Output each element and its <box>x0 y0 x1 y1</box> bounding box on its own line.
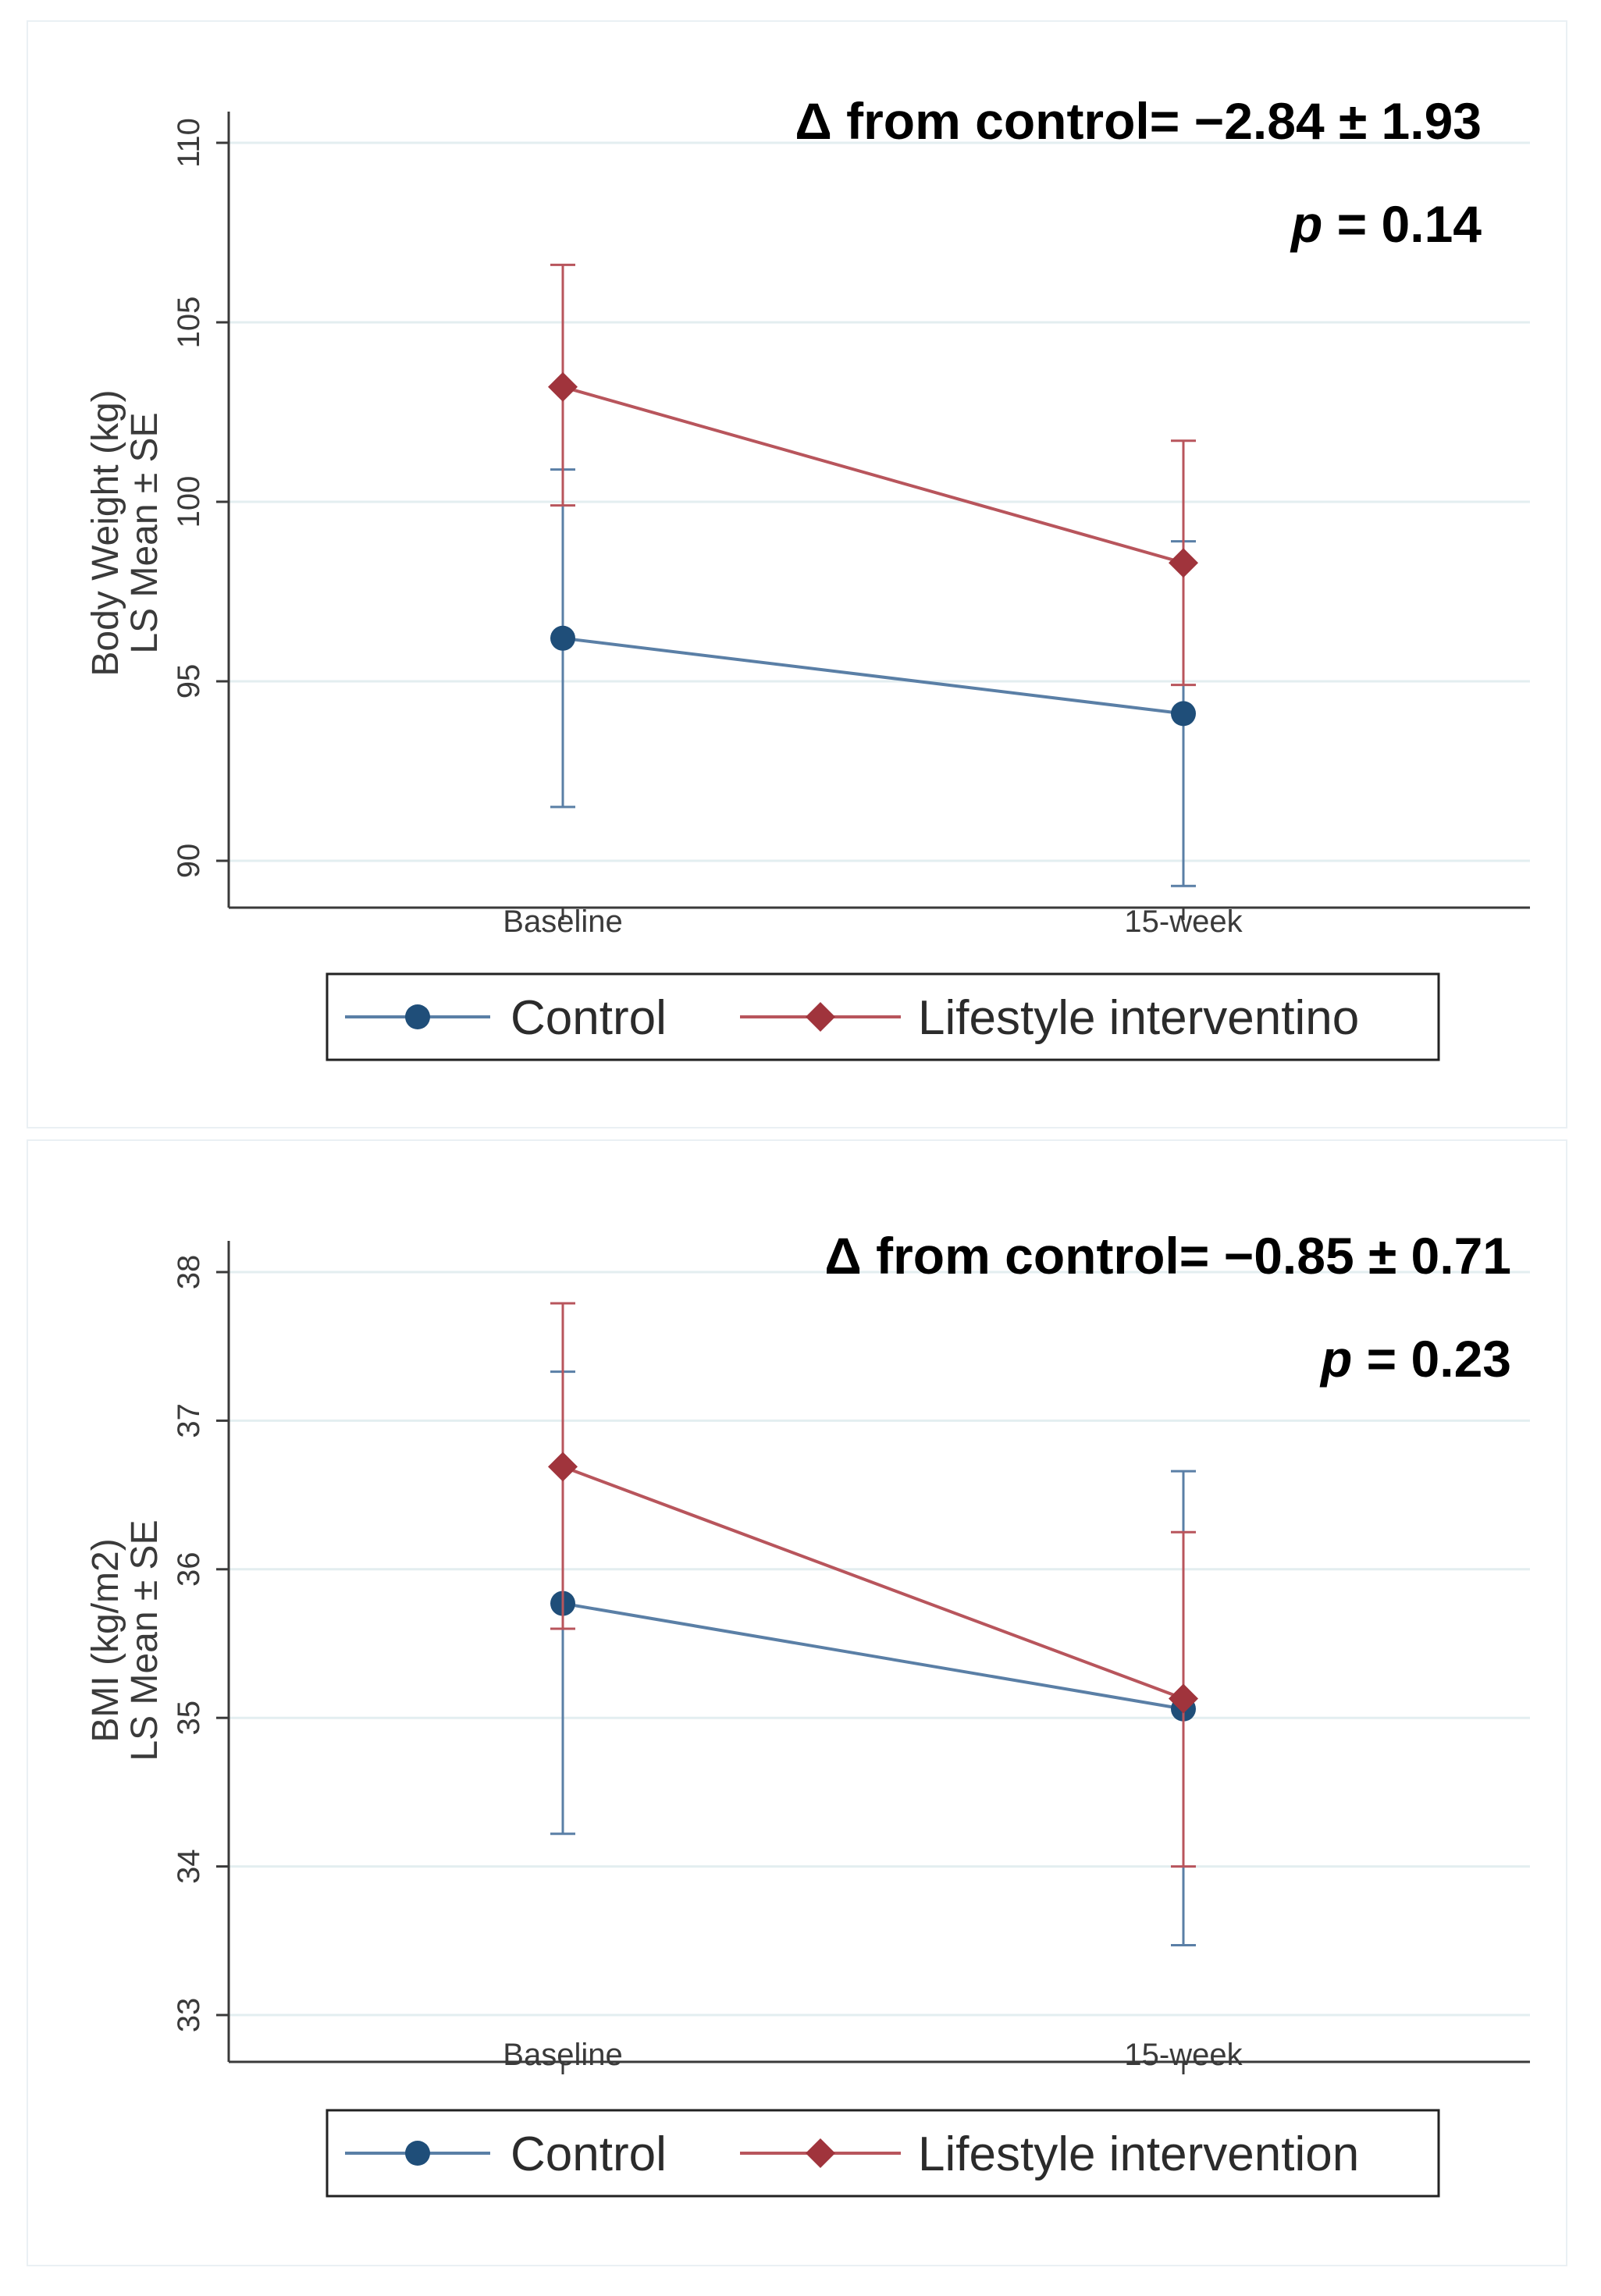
y-tick-label: 37 <box>172 1403 206 1438</box>
lifestyle-series-line <box>562 1465 1184 1701</box>
x-tick-label: Baseline <box>503 905 622 939</box>
control-point <box>550 625 575 651</box>
y-tick-label: 33 <box>172 1998 206 2033</box>
x-tick-label: Baseline <box>503 2038 622 2072</box>
y-tick-label: 100 <box>172 476 206 528</box>
legend-lifestyle-label: Lifestyle intervention <box>918 2127 1359 2181</box>
y-tick-label: 38 <box>172 1255 206 1290</box>
lifestyle-point <box>548 371 578 402</box>
y-axis-title-line1: BMI (kg/m2) <box>85 1538 126 1742</box>
lifestyle-series-line <box>562 385 1184 565</box>
p-value-annotation: p = 0.23 <box>1319 1330 1511 1388</box>
y-tick-label: 36 <box>172 1552 206 1587</box>
y-tick-label: 95 <box>172 664 206 699</box>
body-weight-chart-panel: 90 95 100 105 110 Baseline 15-week Body Weight … <box>27 20 1567 1128</box>
y-tick-label: 90 <box>172 844 206 879</box>
control-point <box>1171 701 1196 727</box>
y-axis-title-line1: Body Weight (kg) <box>85 389 126 676</box>
legend-control-label: Control <box>511 991 667 1045</box>
legend-lifestyle-label: Lifestyle interventino <box>918 991 1359 1045</box>
bmi-chart-panel: 33 34 35 36 37 38 Baseline 15-week BMI (kg/m2) LS… <box>27 1139 1567 2266</box>
delta-annotation: Δ from control= −0.85 ± 0.71 <box>824 1227 1511 1285</box>
control-series-line <box>562 1601 1184 1711</box>
legend-control-label: Control <box>511 2127 667 2181</box>
control-series-line <box>562 636 1184 716</box>
lifestyle-point <box>1169 1683 1198 1714</box>
y-tick-label: 35 <box>172 1701 206 1736</box>
delta-annotation: Δ from control= −2.84 ± 1.93 <box>795 92 1482 150</box>
p-value-annotation: p = 0.14 <box>1290 195 1482 253</box>
p-value: = 0.23 <box>1352 1330 1511 1388</box>
y-axis-title-line2: LS Mean ± SE <box>124 1519 165 1761</box>
legend-lifestyle-marker <box>806 2138 835 2168</box>
y-tick-label: 34 <box>172 1849 206 1884</box>
x-tick-label: 15-week <box>1124 905 1243 939</box>
p-symbol: p <box>1290 195 1322 253</box>
bmi-chart: 33 34 35 36 37 38 Baseline 15-week BMI (kg/m2)LS… <box>85 1227 1530 2198</box>
legend-lifestyle-marker <box>806 1002 835 1032</box>
y-tick-label: 110 <box>172 118 206 168</box>
body-weight-chart: 90 95 100 105 110 Baseline 15-week Body Weight … <box>85 92 1530 1061</box>
y-axis-title-line2: LS Mean ± SE <box>124 412 165 653</box>
lifestyle-point <box>548 1452 578 1482</box>
p-value: = 0.14 <box>1322 195 1482 253</box>
x-tick-label: 15-week <box>1124 2038 1243 2072</box>
lifestyle-point <box>1169 548 1198 578</box>
legend-control-marker <box>405 1004 430 1029</box>
y-tick-label: 105 <box>172 297 206 349</box>
legend-control-marker <box>405 2141 430 2166</box>
p-symbol: p <box>1319 1330 1352 1388</box>
